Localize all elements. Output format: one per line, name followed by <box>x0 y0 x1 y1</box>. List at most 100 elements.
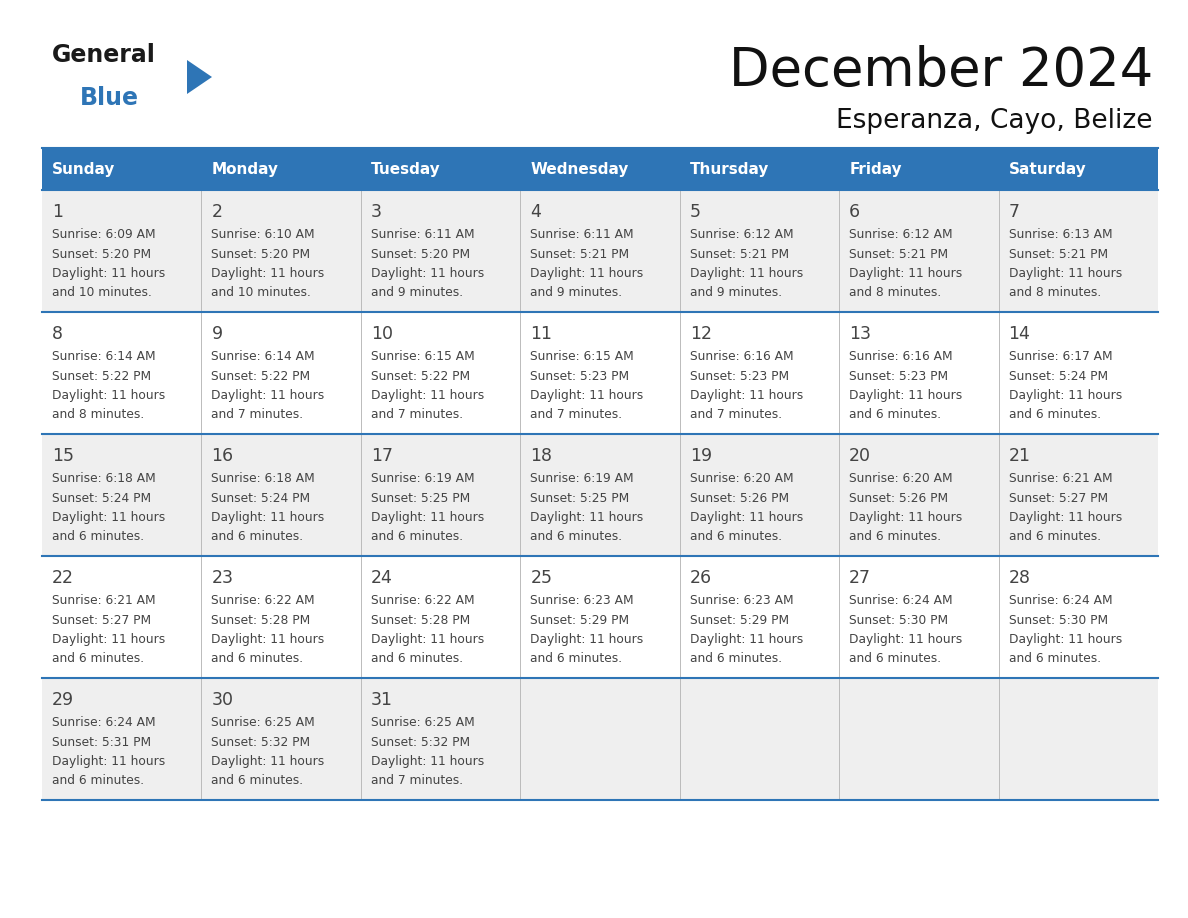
Text: Saturday: Saturday <box>1009 162 1086 176</box>
Text: 31: 31 <box>371 691 393 709</box>
Text: Daylight: 11 hours: Daylight: 11 hours <box>530 267 644 280</box>
Text: Daylight: 11 hours: Daylight: 11 hours <box>211 755 324 768</box>
Bar <box>42 556 1158 678</box>
Text: 20: 20 <box>849 447 871 465</box>
Text: Daylight: 11 hours: Daylight: 11 hours <box>530 389 644 402</box>
Text: Daylight: 11 hours: Daylight: 11 hours <box>371 389 484 402</box>
Text: 3: 3 <box>371 203 381 221</box>
Text: and 6 minutes.: and 6 minutes. <box>1009 409 1101 421</box>
Text: Sunset: 5:24 PM: Sunset: 5:24 PM <box>1009 370 1107 383</box>
Text: Daylight: 11 hours: Daylight: 11 hours <box>52 755 165 768</box>
Text: Sunrise: 6:14 AM: Sunrise: 6:14 AM <box>211 350 315 363</box>
Text: Daylight: 11 hours: Daylight: 11 hours <box>530 633 644 646</box>
Text: Sunset: 5:22 PM: Sunset: 5:22 PM <box>371 370 470 383</box>
Text: and 10 minutes.: and 10 minutes. <box>52 286 152 299</box>
Text: Daylight: 11 hours: Daylight: 11 hours <box>211 511 324 524</box>
Text: Sunset: 5:23 PM: Sunset: 5:23 PM <box>690 370 789 383</box>
Text: Sunset: 5:25 PM: Sunset: 5:25 PM <box>371 491 470 505</box>
Text: Sunset: 5:21 PM: Sunset: 5:21 PM <box>530 248 630 261</box>
Text: Esperanza, Cayo, Belize: Esperanza, Cayo, Belize <box>836 108 1154 134</box>
Text: and 7 minutes.: and 7 minutes. <box>211 409 304 421</box>
Text: Daylight: 11 hours: Daylight: 11 hours <box>1009 267 1121 280</box>
Text: Sunrise: 6:25 AM: Sunrise: 6:25 AM <box>211 716 315 729</box>
Text: Sunrise: 6:24 AM: Sunrise: 6:24 AM <box>1009 594 1112 607</box>
Bar <box>680 148 839 190</box>
Text: Sunset: 5:20 PM: Sunset: 5:20 PM <box>52 248 151 261</box>
Text: 16: 16 <box>211 447 234 465</box>
Text: Daylight: 11 hours: Daylight: 11 hours <box>1009 511 1121 524</box>
Text: Sunset: 5:27 PM: Sunset: 5:27 PM <box>52 613 151 626</box>
Text: Daylight: 11 hours: Daylight: 11 hours <box>371 755 484 768</box>
Text: 29: 29 <box>52 691 74 709</box>
Text: Daylight: 11 hours: Daylight: 11 hours <box>849 511 962 524</box>
Text: and 6 minutes.: and 6 minutes. <box>371 531 463 543</box>
Text: Sunset: 5:31 PM: Sunset: 5:31 PM <box>52 735 151 748</box>
Text: Sunset: 5:21 PM: Sunset: 5:21 PM <box>849 248 948 261</box>
Text: and 6 minutes.: and 6 minutes. <box>211 653 304 666</box>
Text: 21: 21 <box>1009 447 1030 465</box>
Bar <box>520 148 680 190</box>
Text: and 6 minutes.: and 6 minutes. <box>1009 653 1101 666</box>
Text: Daylight: 11 hours: Daylight: 11 hours <box>52 267 165 280</box>
Text: 12: 12 <box>690 325 712 343</box>
Bar <box>202 148 361 190</box>
Text: Daylight: 11 hours: Daylight: 11 hours <box>849 633 962 646</box>
Text: Sunrise: 6:15 AM: Sunrise: 6:15 AM <box>371 350 475 363</box>
Text: Sunrise: 6:19 AM: Sunrise: 6:19 AM <box>371 472 474 485</box>
Text: Daylight: 11 hours: Daylight: 11 hours <box>52 633 165 646</box>
Text: 2: 2 <box>211 203 222 221</box>
Text: Wednesday: Wednesday <box>530 162 628 176</box>
Text: and 6 minutes.: and 6 minutes. <box>52 653 144 666</box>
Text: Sunrise: 6:12 AM: Sunrise: 6:12 AM <box>690 228 794 241</box>
Text: Sunrise: 6:21 AM: Sunrise: 6:21 AM <box>1009 472 1112 485</box>
Text: Sunset: 5:28 PM: Sunset: 5:28 PM <box>371 613 470 626</box>
Text: Sunrise: 6:22 AM: Sunrise: 6:22 AM <box>211 594 315 607</box>
Text: 10: 10 <box>371 325 393 343</box>
Text: Blue: Blue <box>80 86 139 110</box>
Text: Sunset: 5:32 PM: Sunset: 5:32 PM <box>371 735 470 748</box>
Text: and 6 minutes.: and 6 minutes. <box>690 531 782 543</box>
Text: Sunset: 5:20 PM: Sunset: 5:20 PM <box>371 248 470 261</box>
Text: Sunset: 5:27 PM: Sunset: 5:27 PM <box>1009 491 1107 505</box>
Text: Daylight: 11 hours: Daylight: 11 hours <box>52 511 165 524</box>
Text: Tuesday: Tuesday <box>371 162 441 176</box>
Bar <box>999 148 1158 190</box>
Text: Sunset: 5:32 PM: Sunset: 5:32 PM <box>211 735 310 748</box>
Text: Daylight: 11 hours: Daylight: 11 hours <box>52 389 165 402</box>
Text: Daylight: 11 hours: Daylight: 11 hours <box>690 633 803 646</box>
Text: Daylight: 11 hours: Daylight: 11 hours <box>211 267 324 280</box>
Text: General: General <box>52 43 156 67</box>
Text: Daylight: 11 hours: Daylight: 11 hours <box>1009 389 1121 402</box>
Text: and 7 minutes.: and 7 minutes. <box>371 409 463 421</box>
Text: Daylight: 11 hours: Daylight: 11 hours <box>690 511 803 524</box>
Text: Daylight: 11 hours: Daylight: 11 hours <box>371 633 484 646</box>
Text: Sunrise: 6:16 AM: Sunrise: 6:16 AM <box>690 350 794 363</box>
Text: Sunset: 5:28 PM: Sunset: 5:28 PM <box>211 613 311 626</box>
Text: Sunset: 5:23 PM: Sunset: 5:23 PM <box>849 370 948 383</box>
Text: and 6 minutes.: and 6 minutes. <box>371 653 463 666</box>
Text: and 9 minutes.: and 9 minutes. <box>690 286 782 299</box>
Text: and 6 minutes.: and 6 minutes. <box>530 531 623 543</box>
Bar <box>42 434 1158 556</box>
Text: and 6 minutes.: and 6 minutes. <box>849 653 941 666</box>
Text: and 6 minutes.: and 6 minutes. <box>52 531 144 543</box>
Text: Sunset: 5:22 PM: Sunset: 5:22 PM <box>211 370 310 383</box>
Text: 25: 25 <box>530 569 552 587</box>
Bar <box>42 678 1158 800</box>
Text: and 7 minutes.: and 7 minutes. <box>690 409 782 421</box>
Text: and 10 minutes.: and 10 minutes. <box>211 286 311 299</box>
Text: 22: 22 <box>52 569 74 587</box>
Text: and 6 minutes.: and 6 minutes. <box>1009 531 1101 543</box>
Text: Daylight: 11 hours: Daylight: 11 hours <box>690 267 803 280</box>
Text: Friday: Friday <box>849 162 902 176</box>
Text: Sunrise: 6:20 AM: Sunrise: 6:20 AM <box>690 472 794 485</box>
Text: Daylight: 11 hours: Daylight: 11 hours <box>371 267 484 280</box>
Text: 9: 9 <box>211 325 222 343</box>
Text: 24: 24 <box>371 569 393 587</box>
Text: 14: 14 <box>1009 325 1030 343</box>
Text: and 9 minutes.: and 9 minutes. <box>530 286 623 299</box>
Text: Sunset: 5:21 PM: Sunset: 5:21 PM <box>1009 248 1107 261</box>
Text: 28: 28 <box>1009 569 1030 587</box>
Text: 8: 8 <box>52 325 63 343</box>
Bar <box>361 148 520 190</box>
